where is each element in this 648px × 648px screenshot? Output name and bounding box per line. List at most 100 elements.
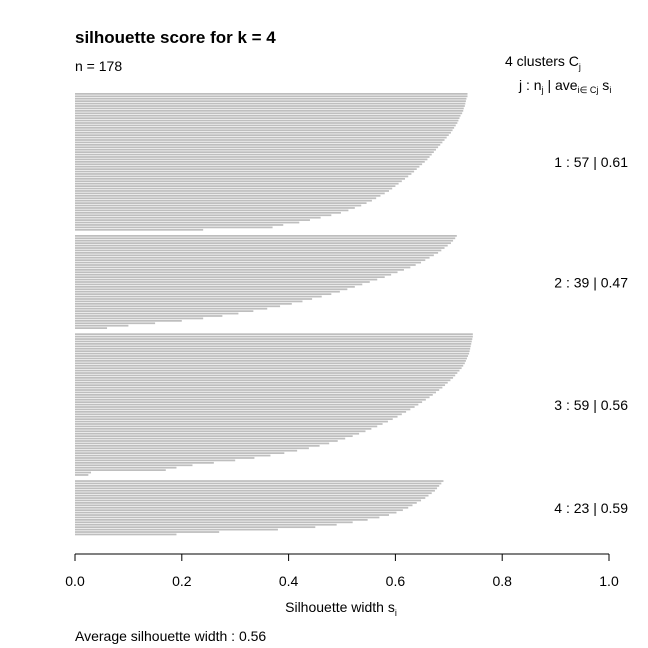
silhouette-bar [75, 423, 383, 425]
silhouette-bar [75, 182, 399, 185]
silhouette-bar [75, 420, 388, 423]
silhouette-bar [75, 180, 402, 183]
silhouette-bar [75, 533, 177, 536]
silhouette-bar [75, 221, 300, 224]
silhouette-bar [75, 268, 404, 271]
silhouette-bar [75, 271, 398, 274]
silhouette-bar [75, 194, 381, 197]
silhouette-bar [75, 444, 320, 447]
silhouette-bar [75, 153, 432, 156]
silhouette-bar [75, 367, 462, 370]
silhouette-bar [75, 129, 453, 132]
silhouette-bar [75, 506, 409, 509]
silhouette-bar [75, 464, 193, 467]
silhouette-bar [75, 177, 406, 180]
x-axis: 0.0 0.2 0.4 0.6 0.8 1.0 [65, 553, 619, 589]
silhouette-bar [75, 307, 268, 310]
silhouette-bar [75, 131, 451, 134]
silhouette-bar [75, 528, 278, 531]
silhouette-bar [75, 175, 409, 178]
silhouette-bar [75, 469, 166, 471]
silhouette-bar [75, 499, 422, 502]
silhouette-bar [75, 415, 398, 418]
silhouette-bar [75, 352, 470, 355]
silhouette-bar [75, 427, 372, 430]
silhouette-bar [75, 471, 92, 474]
x-axis-label: Silhouette width si [285, 599, 397, 618]
silhouette-bar [75, 261, 422, 264]
silhouette-bar [75, 343, 472, 345]
silhouette-bar [75, 379, 451, 382]
silhouette-bar [75, 151, 434, 154]
silhouette-bar [75, 440, 338, 442]
silhouette-bar [75, 281, 370, 283]
silhouette-bar [75, 148, 436, 151]
silhouette-bar [75, 350, 470, 353]
silhouette-bar [75, 273, 392, 276]
silhouette-bar [75, 216, 321, 219]
silhouette-bar [75, 489, 435, 492]
silhouette-bar [75, 384, 446, 387]
silhouette-bar [75, 100, 466, 103]
silhouette-bar [75, 93, 468, 95]
silhouette-bar [75, 224, 284, 226]
silhouette-bar [75, 514, 389, 516]
silhouette-bar [75, 266, 411, 269]
silhouette-bar [75, 497, 426, 499]
silhouette-bar [75, 244, 448, 247]
sample-size-label: n = 178 [75, 58, 122, 74]
silhouette-bar [75, 187, 393, 190]
silhouette-bar [75, 312, 239, 315]
silhouette-bar [75, 442, 330, 445]
x-tick-label: 0.4 [279, 573, 299, 589]
silhouette-bar [75, 430, 366, 433]
x-tick-label: 1.0 [599, 573, 619, 589]
silhouette-bar [75, 364, 464, 367]
silhouette-bar [75, 432, 360, 435]
x-tick-label: 0.2 [172, 573, 192, 589]
silhouette-bar [75, 254, 434, 257]
silhouette-bar [75, 374, 456, 377]
silhouette-bar [75, 523, 337, 526]
silhouette-bar [75, 259, 426, 262]
silhouette-bar [75, 290, 340, 293]
silhouette-bar [75, 295, 322, 298]
silhouette-bar [75, 156, 430, 158]
silhouette-bar [75, 327, 108, 329]
silhouette-bar [75, 435, 353, 438]
cluster-label: 2 : 39 | 0.47 [554, 274, 628, 290]
silhouette-bar [75, 449, 298, 452]
silhouette-bar [75, 355, 469, 357]
silhouette-bar [75, 185, 396, 187]
silhouette-bar [75, 114, 461, 117]
silhouette-bar [75, 461, 214, 464]
silhouette-bar [75, 511, 397, 514]
silhouette-bar [75, 310, 254, 312]
silhouette-bar [75, 278, 378, 281]
silhouette-bar [75, 319, 182, 322]
silhouette-bar [75, 531, 220, 533]
silhouette-bar [75, 141, 443, 144]
legend-header-line1: 4 clusters Cj [505, 53, 581, 72]
silhouette-bar [75, 394, 433, 396]
silhouette-bar [75, 204, 362, 207]
silhouette-bar [75, 459, 236, 462]
silhouette-bar [75, 209, 349, 212]
silhouette-bar [75, 119, 459, 122]
silhouette-bar [75, 285, 355, 288]
silhouette-bar [75, 401, 423, 404]
cluster-label: 3 : 59 | 0.56 [554, 397, 628, 413]
silhouette-bar [75, 283, 363, 286]
silhouette-bar [75, 396, 430, 399]
silhouette-bar [75, 398, 426, 401]
x-tick-label: 0.6 [386, 573, 406, 589]
chart-title: silhouette score for k = 4 [75, 28, 276, 47]
silhouette-bar [75, 256, 430, 259]
x-tick-label: 0.0 [65, 573, 85, 589]
silhouette-bar [75, 519, 368, 521]
silhouette-bar [75, 408, 411, 411]
silhouette-bar [75, 242, 451, 245]
silhouette-bar [75, 276, 385, 279]
silhouette-bar [75, 163, 423, 166]
